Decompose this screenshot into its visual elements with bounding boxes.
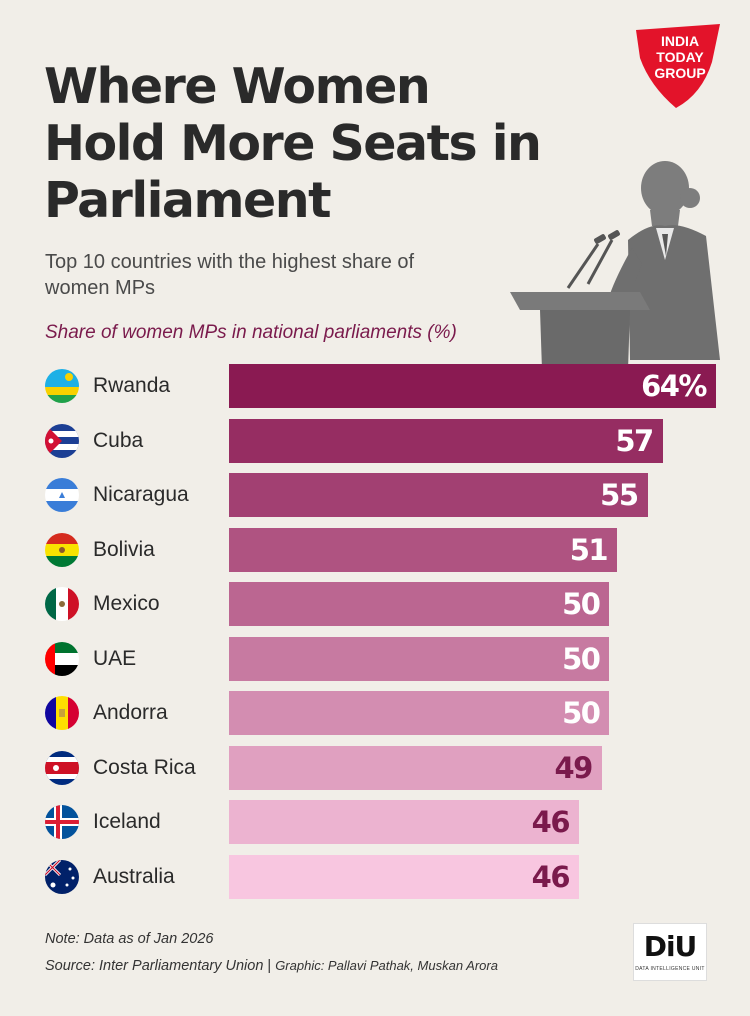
data-label: 55	[600, 478, 639, 512]
bar: 50	[229, 582, 610, 626]
diu-logo-subtext: DATA INTELLIGENCE UNIT	[635, 966, 705, 972]
category-label: Cuba	[93, 428, 144, 452]
flag-icon-costa-rica	[45, 750, 79, 785]
graphic-credit: Graphic: Pallavi Pathak, Muskan Arora	[275, 958, 498, 973]
category-label: UAE	[93, 646, 137, 670]
category-label: Bolivia	[93, 537, 155, 561]
diu-logo-text: DiU	[643, 930, 698, 963]
bar: 49	[229, 745, 602, 790]
data-label: 64%	[641, 369, 707, 403]
logo-line-1: INDIA	[661, 33, 699, 49]
logo-line-2: TODAY	[656, 49, 704, 65]
category-label: Australia	[93, 864, 175, 888]
data-label: 50	[562, 587, 601, 621]
flag-icon-rwanda	[45, 369, 79, 403]
page-subtitle: Top 10 countries with the highest share …	[45, 251, 415, 299]
bar: 55	[229, 473, 648, 517]
bar: 50	[229, 636, 610, 681]
data-label: 46	[531, 805, 571, 839]
bar: 50	[229, 691, 610, 735]
bar: 57	[229, 418, 663, 463]
category-label: Iceland	[93, 810, 161, 833]
speaker-podium-illustration	[510, 160, 750, 370]
data-label: 51	[569, 532, 609, 567]
flag-icon-nicaragua	[45, 478, 79, 512]
flag-icon-uae	[45, 641, 79, 676]
flag-icon-iceland	[45, 805, 79, 839]
flag-icon-bolivia	[45, 532, 79, 567]
source-separator: |	[267, 958, 272, 974]
data-label: 57	[615, 423, 654, 458]
chart-title: Share of women MPs in national parliamen…	[45, 322, 457, 343]
footnote: Note: Data as of Jan 2026	[45, 931, 214, 947]
flag-icon-andorra	[45, 696, 79, 730]
diu-logo: DiU DATA INTELLIGENCE UNIT	[633, 923, 707, 981]
bar: 64%	[229, 364, 716, 408]
data-label: 50	[562, 696, 601, 730]
data-label: 46	[531, 859, 571, 894]
category-label: Rwanda	[93, 374, 171, 397]
category-label: Costa Rica	[93, 755, 196, 779]
source-line: Source: Inter Parliamentary Union | Graphi…	[45, 958, 498, 974]
category-label: Andorra	[93, 701, 168, 724]
flag-icon-australia	[45, 859, 79, 894]
bar: 46	[229, 800, 580, 844]
flag-icon-cuba	[45, 423, 79, 458]
flag-icon-mexico	[45, 587, 79, 621]
data-label: 50	[562, 641, 601, 676]
page-title: Where Women Hold More Seats in Parliamen…	[44, 58, 542, 229]
india-today-group-logo: INDIA TODAY GROUP	[632, 22, 724, 110]
bar: 46	[229, 854, 580, 899]
logo-line-3: GROUP	[654, 65, 705, 81]
category-label: Nicaragua	[93, 483, 189, 506]
bar: 51	[229, 527, 618, 572]
category-label: Mexico	[93, 592, 160, 615]
data-label: 49	[554, 750, 594, 785]
source-text: Source: Inter Parliamentary Union	[45, 958, 264, 974]
